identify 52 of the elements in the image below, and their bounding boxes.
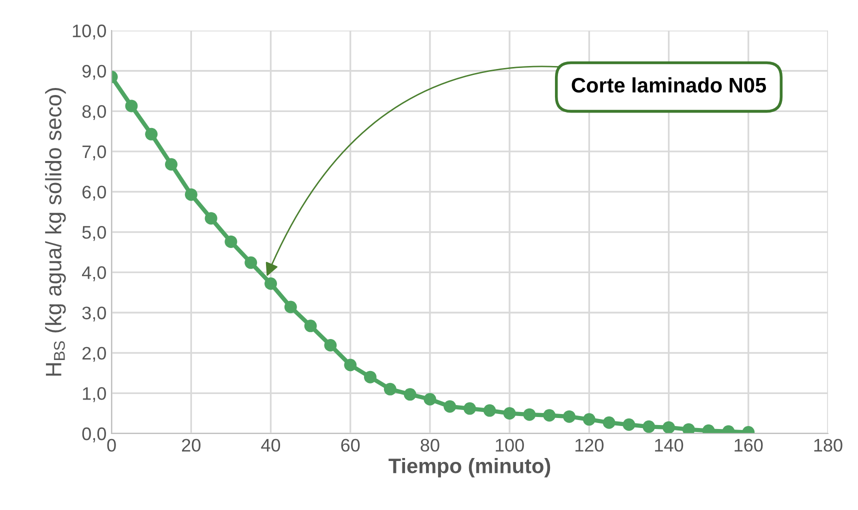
point <box>404 388 416 401</box>
annotation: Corte laminado N05 <box>572 77 766 93</box>
point <box>464 402 476 415</box>
x-tick-label: 80 <box>420 438 440 452</box>
y-tick-label: 10,0 <box>72 24 106 40</box>
point <box>444 400 456 413</box>
y-tick-label: 1,0 <box>82 387 106 402</box>
x-tick-label: 140 <box>655 438 684 452</box>
point <box>582 413 596 426</box>
point <box>503 407 516 420</box>
point <box>642 420 656 433</box>
point <box>125 100 138 112</box>
point <box>364 370 376 384</box>
point <box>543 409 556 422</box>
point <box>344 358 357 372</box>
x-tick-label: 20 <box>182 438 200 452</box>
y-tick-label: 0,0 <box>82 427 106 442</box>
point <box>264 277 277 290</box>
y-tick-label: 8,0 <box>82 105 106 120</box>
point <box>384 382 396 396</box>
point <box>284 300 297 314</box>
y-tick-label: 3,0 <box>82 306 106 322</box>
x-tick-label: 40 <box>261 438 280 452</box>
point <box>424 393 436 406</box>
y-axis-title: H$_{BS}$ (kg agua/ kg sólido seco) <box>44 88 66 376</box>
point <box>622 418 636 431</box>
point <box>602 416 616 429</box>
y-tick-label: 5,0 <box>82 226 106 241</box>
x-tick-label: 100 <box>496 438 524 452</box>
point <box>304 320 317 332</box>
point <box>224 235 238 248</box>
y-tick-label: 2,0 <box>82 346 106 362</box>
x-tick-label: 0 <box>107 438 116 452</box>
point <box>523 408 536 421</box>
point <box>324 339 337 352</box>
point <box>662 421 676 434</box>
x-tick-label: 120 <box>575 438 604 452</box>
x-tick-label: 180 <box>814 438 842 452</box>
point <box>184 188 198 201</box>
point <box>204 212 218 225</box>
x-axis-title: Tiempo (minuto) <box>388 458 550 478</box>
y-tick-label: 4,0 <box>82 266 106 282</box>
point <box>244 256 258 269</box>
y-tick-label: 6,0 <box>82 186 106 201</box>
x-tick-label: 60 <box>341 438 360 452</box>
point <box>145 128 158 140</box>
y-tick-label: 9,0 <box>82 64 106 80</box>
point <box>483 404 496 417</box>
point <box>164 158 178 171</box>
x-tick-label: 160 <box>734 438 763 452</box>
point <box>563 410 576 423</box>
y-tick-label: 7,0 <box>82 145 106 160</box>
